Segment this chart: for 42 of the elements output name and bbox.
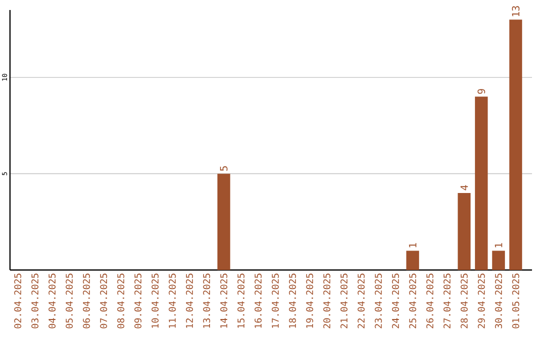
x-tick-label: 16.04.2025 bbox=[254, 274, 262, 328]
x-tick-label: 21.04.2025 bbox=[340, 274, 348, 328]
x-tick-label: 09.04.2025 bbox=[134, 274, 142, 328]
x-tick-label: 18.04.2025 bbox=[288, 274, 296, 328]
data-label: 13 bbox=[512, 6, 520, 16]
bar bbox=[509, 20, 522, 270]
x-tick-label: 19.04.2025 bbox=[306, 274, 314, 328]
data-label: 9 bbox=[478, 89, 486, 94]
x-tick-label: 13.04.2025 bbox=[203, 274, 210, 328]
x-tick-label: 03.04.2025 bbox=[31, 274, 38, 328]
data-label: 4 bbox=[460, 185, 468, 190]
x-tick-label: 14.04.2025 bbox=[220, 274, 228, 328]
bar bbox=[492, 250, 505, 270]
bar bbox=[406, 250, 420, 270]
x-tick-label: 28.04.2025 bbox=[460, 274, 468, 328]
x-tick-label: 26.04.2025 bbox=[426, 274, 434, 328]
x-tick-label: 17.04.2025 bbox=[272, 274, 279, 328]
x-tick-label: 06.04.2025 bbox=[82, 274, 90, 328]
x-tick-label: 15.04.2025 bbox=[237, 274, 244, 328]
x-tick-label: 27.04.2025 bbox=[444, 274, 451, 328]
data-label: 5 bbox=[220, 166, 228, 171]
x-tick-label: 20.04.2025 bbox=[323, 274, 330, 328]
x-tick-label: 23.04.2025 bbox=[374, 274, 382, 328]
bar bbox=[474, 96, 488, 270]
x-tick-label: 05.04.2025 bbox=[66, 274, 73, 328]
bar bbox=[458, 192, 471, 270]
x-tick-label: 08.04.2025 bbox=[117, 274, 124, 328]
data-label: 1 bbox=[494, 243, 502, 248]
x-tick-label: 29.04.2025 bbox=[478, 274, 485, 328]
x-tick-label: 01.05.2025 bbox=[512, 274, 520, 328]
x-tick-label: 02.04.2025 bbox=[14, 274, 22, 328]
x-tick-label: 12.04.2025 bbox=[186, 274, 193, 328]
x-tick-label: 07.04.2025 bbox=[100, 274, 108, 328]
x-tick-label: 04.04.2025 bbox=[48, 274, 56, 328]
data-label: 1 bbox=[409, 243, 416, 248]
x-tick-label: 25.04.2025 bbox=[409, 274, 416, 328]
x-tick-label: 22.04.2025 bbox=[358, 274, 365, 328]
bar bbox=[217, 174, 230, 270]
x-tick-label: 11.04.2025 bbox=[168, 274, 176, 328]
x-tick-label: 30.04.2025 bbox=[495, 274, 502, 328]
x-tick-label: 10.04.2025 bbox=[152, 274, 159, 328]
x-tick-label: 24.04.2025 bbox=[392, 274, 400, 328]
